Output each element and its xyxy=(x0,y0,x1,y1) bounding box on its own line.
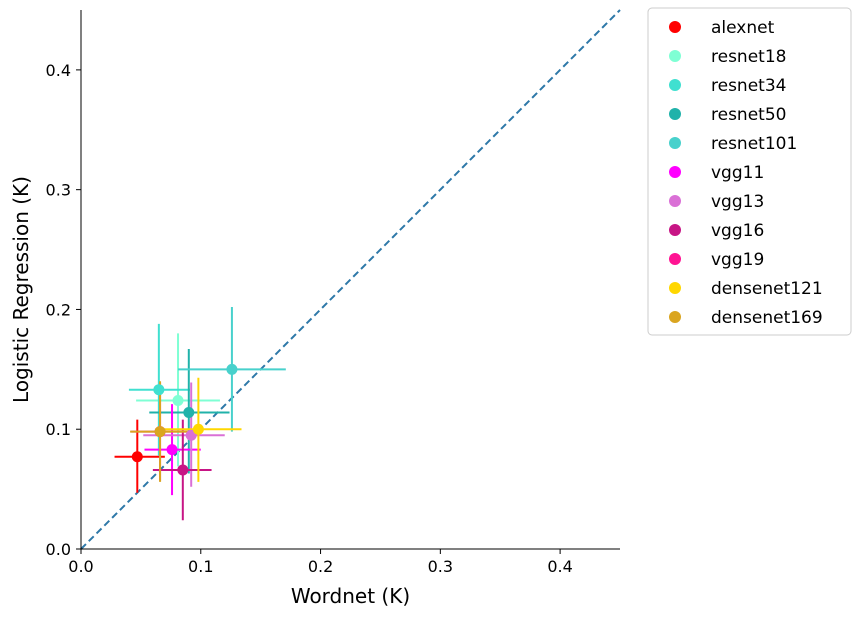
legend-marker-densenet169 xyxy=(669,311,681,323)
point-resnet18 xyxy=(172,394,184,406)
y-tick-label: 0.0 xyxy=(46,540,71,559)
y-axis-label: Logistic Regression (K) xyxy=(9,176,33,403)
point-resnet34 xyxy=(153,384,165,396)
legend-marker-vgg19 xyxy=(669,253,681,265)
y-tick-label: 0.1 xyxy=(46,420,71,439)
legend-marker-vgg13 xyxy=(669,195,681,207)
legend-label-resnet34: resnet34 xyxy=(711,76,786,96)
legend-label-alexnet: alexnet xyxy=(711,18,775,38)
x-axis-label: Wordnet (K) xyxy=(291,584,410,608)
legend-marker-alexnet xyxy=(669,21,681,33)
legend-label-vgg16: vgg16 xyxy=(711,221,764,241)
legend-marker-resnet18 xyxy=(669,50,681,62)
legend-label-vgg11: vgg11 xyxy=(711,163,764,183)
legend-label-resnet18: resnet18 xyxy=(711,47,786,67)
x-tick-label: 0.3 xyxy=(428,557,453,576)
y-tick-label: 0.3 xyxy=(46,181,71,200)
legend-label-resnet101: resnet101 xyxy=(711,134,797,154)
legend-marker-resnet101 xyxy=(669,137,681,149)
x-tick-label: 0.2 xyxy=(308,557,333,576)
point-resnet50 xyxy=(183,406,195,418)
error-bars xyxy=(114,307,286,521)
y-tick-label: 0.4 xyxy=(46,61,71,80)
x-tick-label: 0.0 xyxy=(68,557,93,576)
legend: alexnet resnet18 resnet34 resnet50 resnet101… xyxy=(647,7,852,336)
legend-marker-vgg16 xyxy=(669,224,681,236)
point-densenet121 xyxy=(192,423,204,435)
point-vgg16 xyxy=(177,464,189,476)
x-tick-label: 0.4 xyxy=(547,557,572,576)
legend-marker-resnet34 xyxy=(669,79,681,91)
legend-label-resnet50: resnet50 xyxy=(711,105,786,125)
point-alexnet xyxy=(131,451,143,463)
y-tick-label: 0.2 xyxy=(46,300,71,319)
legend-marker-vgg11 xyxy=(669,166,681,178)
identity-line xyxy=(80,9,621,550)
legend-label-vgg13: vgg13 xyxy=(711,192,764,212)
legend-box xyxy=(647,7,852,336)
y-axis-ticks: 0.0 0.1 0.2 0.3 0.4 xyxy=(46,61,81,559)
legend-label-densenet121: densenet121 xyxy=(711,279,823,299)
legend-label-densenet169: densenet169 xyxy=(711,308,823,328)
legend-marker-densenet121 xyxy=(669,282,681,294)
data-points xyxy=(131,363,238,476)
point-vgg11 xyxy=(166,444,178,456)
x-axis-ticks: 0.0 0.1 0.2 0.3 0.4 xyxy=(68,549,573,576)
legend-marker-resnet50 xyxy=(669,108,681,120)
point-densenet169 xyxy=(154,426,166,438)
point-resnet101 xyxy=(226,363,238,375)
legend-label-vgg19: vgg19 xyxy=(711,250,764,270)
x-tick-label: 0.1 xyxy=(188,557,213,576)
